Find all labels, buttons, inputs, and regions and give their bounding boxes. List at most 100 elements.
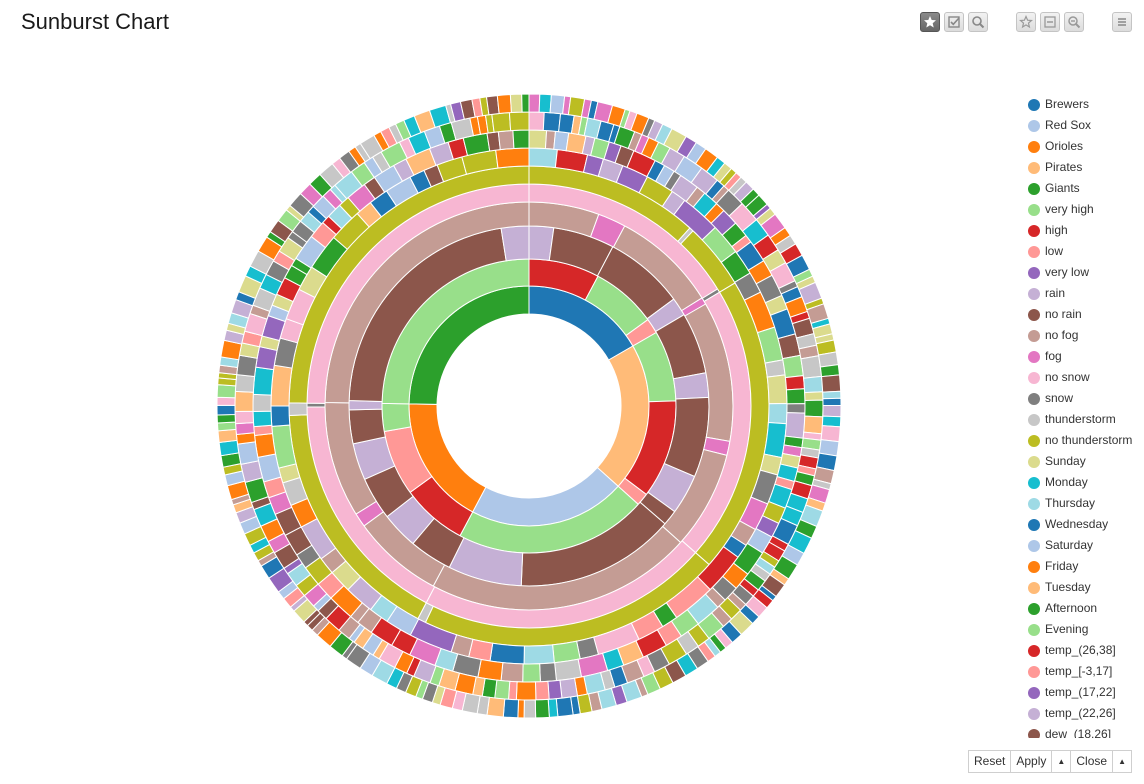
legend-item[interactable]: rain <box>1026 285 1144 306</box>
legend-item[interactable]: Evening <box>1026 621 1144 642</box>
sunburst-leaf-segment[interactable] <box>528 93 541 113</box>
select-mode-button[interactable] <box>920 12 940 32</box>
legend-item[interactable]: no snow <box>1026 369 1144 390</box>
sunburst-segment[interactable] <box>288 402 308 416</box>
sunburst-leaf-segment[interactable] <box>547 679 563 700</box>
sunburst-leaf-segment[interactable] <box>528 129 548 150</box>
menu-button[interactable] <box>1112 12 1132 32</box>
sunburst-leaf-segment[interactable] <box>500 662 524 683</box>
legend-item[interactable]: high <box>1026 222 1144 243</box>
sunburst-leaf-segment[interactable] <box>234 374 256 393</box>
sunburst-leaf-segment[interactable] <box>559 677 579 699</box>
sunburst-leaf-segment[interactable] <box>528 147 558 169</box>
legend-item[interactable]: thunderstorm <box>1026 411 1144 432</box>
legend-item[interactable]: Pirates <box>1026 159 1144 180</box>
unselect-button[interactable] <box>1016 12 1036 32</box>
sunburst-leaf-segment[interactable] <box>218 439 240 457</box>
legend-item[interactable]: Brewers <box>1026 96 1144 117</box>
sunburst-leaf-segment[interactable] <box>803 375 824 394</box>
sunburst-leaf-segment[interactable] <box>495 147 530 169</box>
sunburst-leaf-segment[interactable] <box>538 93 552 114</box>
legend-item[interactable]: no rain <box>1026 306 1144 327</box>
sunburst-leaf-segment[interactable] <box>820 425 841 443</box>
sunburst-leaf-segment[interactable] <box>216 384 237 399</box>
legend-item[interactable]: Red Sox <box>1026 117 1144 138</box>
sunburst-leaf-segment[interactable] <box>784 412 806 439</box>
sunburst-leaf-segment[interactable] <box>512 129 530 149</box>
sunburst-leaf-segment[interactable] <box>804 391 824 401</box>
sunburst-leaf-segment[interactable] <box>509 93 523 114</box>
sunburst-leaf-segment[interactable] <box>489 642 525 665</box>
sunburst-leaf-segment[interactable] <box>820 374 842 393</box>
sunburst-leaf-segment[interactable] <box>270 364 293 407</box>
legend-item[interactable]: Friday <box>1026 558 1144 579</box>
sunburst-leaf-segment[interactable] <box>235 422 255 436</box>
sunburst-leaf-segment[interactable] <box>486 696 506 718</box>
sunburst-leaf-segment[interactable] <box>822 405 842 418</box>
sunburst-leaf-segment[interactable] <box>539 662 557 683</box>
sunburst-leaf-segment[interactable] <box>534 680 550 701</box>
clear-button[interactable] <box>1040 12 1060 32</box>
sunburst-leaf-segment[interactable] <box>804 399 824 418</box>
sunburst-leaf-segment[interactable] <box>786 403 806 414</box>
apply-options-arrow-icon[interactable]: ▲ <box>1052 751 1072 772</box>
sunburst-leaf-segment[interactable] <box>766 374 788 405</box>
sunburst-leaf-segment[interactable] <box>216 396 236 406</box>
legend-item[interactable]: fog <box>1026 348 1144 369</box>
sunburst-leaf-segment[interactable] <box>270 405 291 427</box>
sunburst-leaf-segment[interactable] <box>234 410 255 425</box>
check-button[interactable] <box>944 12 964 32</box>
sunburst-leaf-segment[interactable] <box>528 111 545 131</box>
legend-item[interactable]: snow <box>1026 390 1144 411</box>
legend-item[interactable]: temp_(26,38] <box>1026 642 1144 663</box>
sunburst-leaf-segment[interactable] <box>502 698 520 719</box>
legend-item[interactable]: temp_[-3,17] <box>1026 663 1144 684</box>
legend-item[interactable]: Thursday <box>1026 495 1144 516</box>
sunburst-leaf-segment[interactable] <box>216 404 236 416</box>
sunburst-chart[interactable] <box>200 86 860 726</box>
zoom-button[interactable] <box>968 12 988 32</box>
legend-item[interactable]: Orioles <box>1026 138 1144 159</box>
sunburst-leaf-segment[interactable] <box>523 644 555 665</box>
sunburst-leaf-segment[interactable] <box>803 415 824 435</box>
sunburst-segment[interactable] <box>381 402 412 433</box>
legend-item[interactable]: Tuesday <box>1026 579 1144 600</box>
sunburst-leaf-segment[interactable] <box>822 397 842 407</box>
sunburst-segment[interactable] <box>348 400 383 411</box>
legend-item[interactable]: Sunday <box>1026 453 1144 474</box>
legend-item[interactable]: Wednesday <box>1026 516 1144 537</box>
sunburst-leaf-segment[interactable] <box>216 413 236 424</box>
sunburst-leaf-segment[interactable] <box>252 366 275 396</box>
sunburst-leaf-segment[interactable] <box>236 354 258 378</box>
sunburst-leaf-segment[interactable] <box>764 359 786 378</box>
sunburst-segment[interactable] <box>500 225 530 262</box>
sunburst-leaf-segment[interactable] <box>521 93 530 113</box>
apply-button[interactable]: Apply <box>1011 751 1053 772</box>
sunburst-leaf-segment[interactable] <box>784 375 805 391</box>
legend-item[interactable]: temp_(17,22] <box>1026 684 1144 705</box>
sunburst-leaf-segment[interactable] <box>534 698 550 719</box>
legend-item[interactable]: temp_(22,26] <box>1026 705 1144 726</box>
sunburst-leaf-segment[interactable] <box>542 111 562 133</box>
close-options-arrow-icon[interactable]: ▲ <box>1118 757 1127 766</box>
sunburst-leaf-segment[interactable] <box>252 393 272 412</box>
sunburst-leaf-segment[interactable] <box>782 354 804 379</box>
sunburst-leaf-segment[interactable] <box>821 415 842 428</box>
sunburst-leaf-segment[interactable] <box>497 129 515 151</box>
sunburst-leaf-segment[interactable] <box>822 390 842 400</box>
legend-item[interactable]: Afternoon <box>1026 600 1144 621</box>
legend-item[interactable]: Giants <box>1026 180 1144 201</box>
legend-item[interactable]: very high <box>1026 201 1144 222</box>
legend-item[interactable]: Monday <box>1026 474 1144 495</box>
legend-item[interactable]: dew_(18,26] <box>1026 726 1144 738</box>
legend-item[interactable]: no fog <box>1026 327 1144 348</box>
sunburst-leaf-segment[interactable] <box>800 355 823 379</box>
sunburst-leaf-segment[interactable] <box>508 111 530 132</box>
sunburst-leaf-segment[interactable] <box>217 428 238 444</box>
sunburst-leaf-segment[interactable] <box>515 681 537 701</box>
sunburst-leaf-segment[interactable] <box>785 388 806 405</box>
sunburst-leaf-segment[interactable] <box>234 390 254 413</box>
zoom-out-button[interactable] <box>1064 12 1084 32</box>
legend-item[interactable]: no thunderstorm <box>1026 432 1144 453</box>
sunburst-leaf-segment[interactable] <box>523 699 537 719</box>
